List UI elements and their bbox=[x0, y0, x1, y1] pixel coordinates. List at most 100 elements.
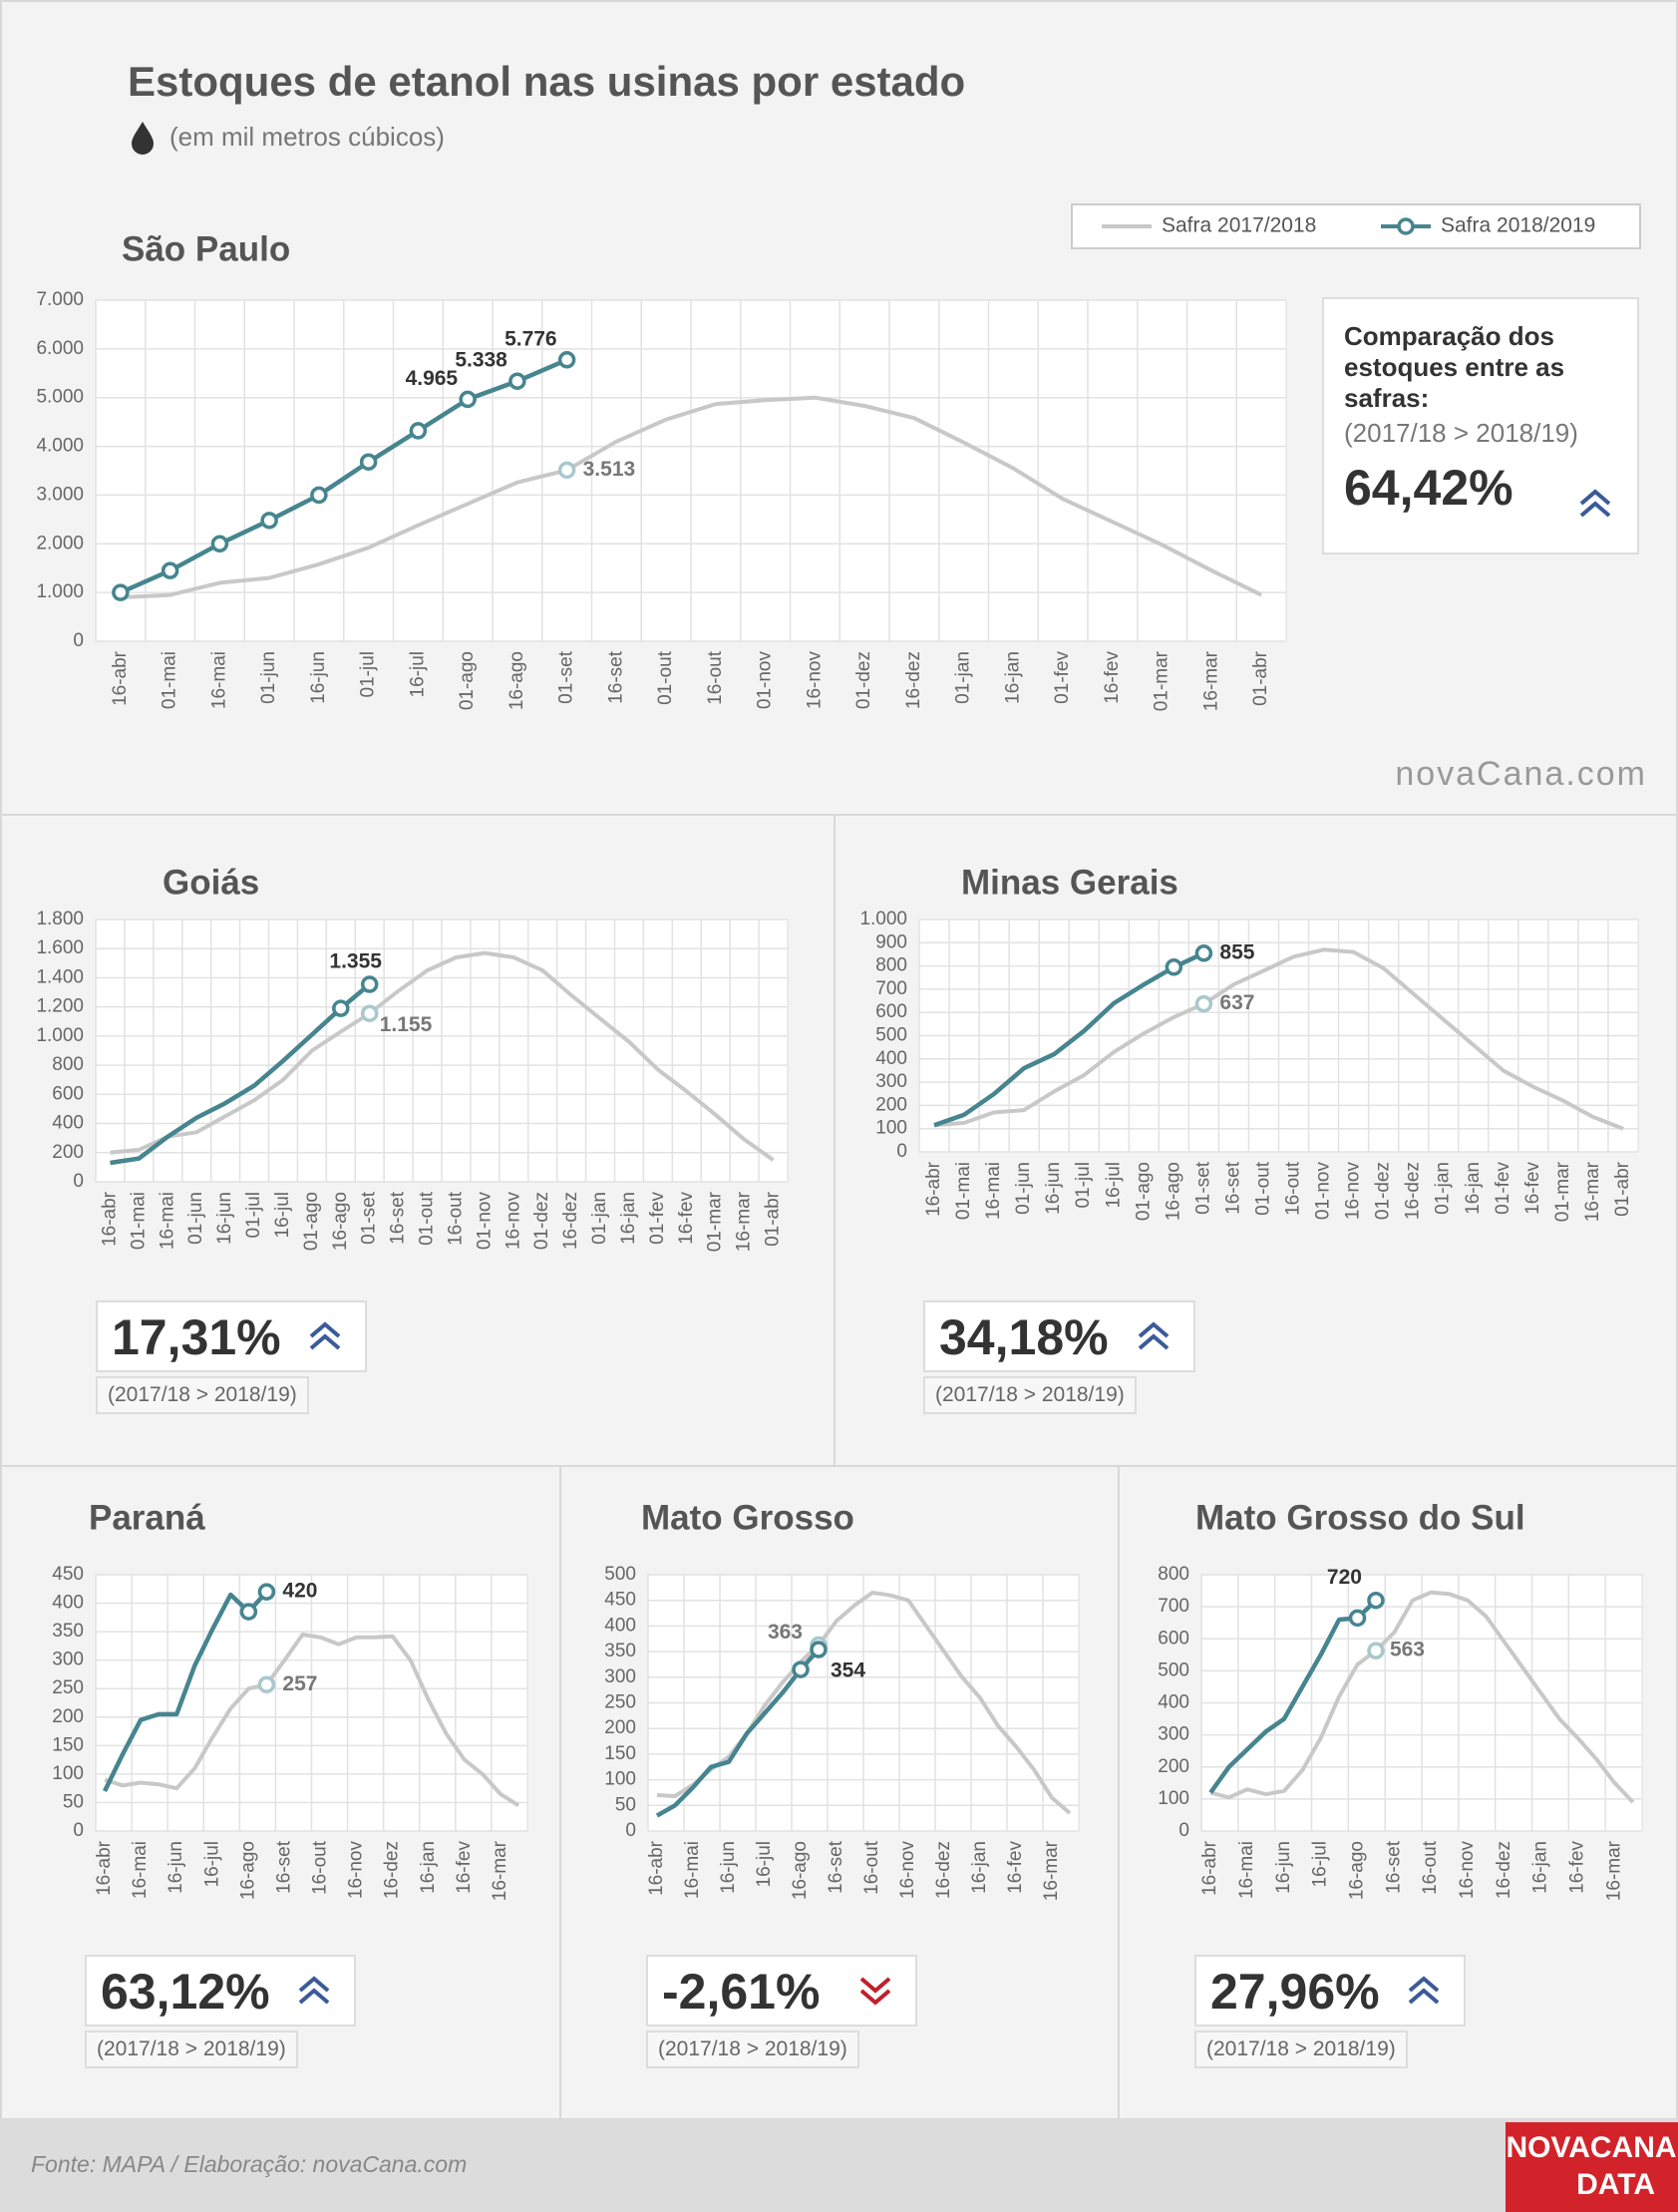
x-tick-label: 16-dez bbox=[560, 1192, 581, 1250]
comparison-box: 27,96% bbox=[1194, 1955, 1466, 2027]
point-marker bbox=[508, 372, 526, 390]
x-tick-label: 16-fev bbox=[1567, 1841, 1588, 1894]
point-marker bbox=[360, 1004, 379, 1022]
point-marker bbox=[459, 390, 477, 409]
x-tick-label: 16-mai bbox=[983, 1162, 1004, 1220]
y-tick-label: 0 bbox=[1178, 1820, 1189, 1841]
point-marker bbox=[210, 535, 229, 553]
chevron bbox=[1408, 1976, 1440, 1993]
x-tick-label: 01-set bbox=[556, 650, 577, 704]
y-tick-label: 1.200 bbox=[36, 996, 84, 1017]
x-tick-label: 16-dez bbox=[382, 1841, 403, 1899]
y-tick-label: 200 bbox=[1158, 1756, 1189, 1777]
x-tick-label: 16-out bbox=[1420, 1840, 1441, 1895]
x-tick-label: 16-fev bbox=[676, 1192, 697, 1245]
comparison-heading: Comparação dos estoques entre as safras: bbox=[1344, 321, 1565, 413]
comparison-note: (2017/18 > 2018/19) bbox=[1194, 2030, 1408, 2068]
y-tick-label: 1.000 bbox=[36, 581, 84, 602]
x-tick-label: 16-ago bbox=[237, 1841, 258, 1900]
data-label: 855 bbox=[1219, 940, 1254, 963]
x-tick-label: 16-nov bbox=[503, 1192, 523, 1251]
data-label: 5.776 bbox=[504, 327, 557, 350]
x-tick-label: 16-out bbox=[310, 1840, 331, 1895]
legend-marker bbox=[1397, 217, 1415, 235]
chevron bbox=[1138, 1333, 1170, 1350]
x-tick-label: 16-jan bbox=[618, 1192, 639, 1245]
x-tick-label: 16-mai bbox=[1236, 1841, 1257, 1899]
x-tick-label: 01-dez bbox=[531, 1192, 552, 1250]
chevron bbox=[1579, 501, 1611, 518]
x-tick-label: 16-out bbox=[445, 1191, 466, 1246]
y-tick-label: 0 bbox=[73, 1171, 84, 1192]
comparison-box: 17,31% bbox=[96, 1300, 367, 1372]
y-tick-label: 450 bbox=[604, 1590, 636, 1611]
point-marker bbox=[112, 583, 130, 601]
point-marker bbox=[257, 1583, 276, 1601]
chart-title: Mato Grosso bbox=[641, 1498, 854, 1537]
x-tick-label: 16-jan bbox=[969, 1841, 990, 1894]
y-tick-label: 450 bbox=[52, 1564, 84, 1585]
x-tick-label: 01-mar bbox=[1152, 650, 1173, 711]
x-tick-label: 16-mar bbox=[1582, 1161, 1603, 1222]
data-label: 720 bbox=[1327, 1566, 1362, 1589]
point-marker bbox=[360, 975, 379, 993]
footer-source: Fonte: MAPA / Elaboração: novaCana.com bbox=[31, 2151, 467, 2177]
y-tick-label: 900 bbox=[875, 931, 907, 952]
comparison-note: (2017/18 > 2018/19) bbox=[96, 1376, 309, 1414]
series-line bbox=[933, 950, 1205, 1128]
y-tick-label: 400 bbox=[1158, 1692, 1189, 1713]
y-tick-label: 700 bbox=[875, 978, 907, 999]
chart-title: Paraná bbox=[89, 1498, 205, 1537]
chevron bbox=[298, 1976, 330, 1993]
x-tick-label: 01-set bbox=[359, 1191, 380, 1245]
y-tick-label: 250 bbox=[604, 1692, 636, 1713]
page-title: Estoques de etanol nas usinas por estado bbox=[128, 58, 965, 105]
drop-icon bbox=[132, 122, 154, 155]
x-tick-label: 16-abr bbox=[1199, 1840, 1220, 1896]
x-tick-label: 01-ago bbox=[301, 1192, 322, 1251]
comparison-box: -2,61% bbox=[646, 1955, 917, 2027]
legend bbox=[1071, 203, 1641, 249]
y-tick-label: 200 bbox=[875, 1094, 907, 1115]
x-tick-label: 16-mai bbox=[130, 1841, 151, 1899]
y-tick-label: 100 bbox=[875, 1118, 907, 1139]
x-tick-label: 01-mai bbox=[128, 1192, 149, 1250]
y-tick-label: 50 bbox=[63, 1791, 84, 1812]
x-tick-label: 16-jul bbox=[754, 1841, 775, 1887]
legend-label: Safra 2018/2019 bbox=[1441, 214, 1595, 237]
x-tick-label: 16-out bbox=[1283, 1161, 1304, 1216]
y-tick-label: 2.000 bbox=[36, 533, 84, 553]
y-tick-label: 4.000 bbox=[36, 436, 84, 457]
y-tick-label: 100 bbox=[604, 1769, 636, 1790]
y-tick-label: 500 bbox=[875, 1025, 907, 1046]
x-tick-label: 01-dez bbox=[853, 651, 874, 709]
y-tick-label: 300 bbox=[875, 1071, 907, 1092]
x-tick-label: 16-mai bbox=[157, 1192, 177, 1250]
x-tick-label: 16-jan bbox=[1463, 1162, 1484, 1215]
logo-text: DATA bbox=[1576, 2168, 1655, 2201]
y-tick-label: 300 bbox=[1158, 1724, 1189, 1745]
x-tick-label: 16-set bbox=[1222, 1161, 1243, 1215]
x-tick-label: 01-fev bbox=[647, 1192, 668, 1245]
logo-text: NOVACANA bbox=[1506, 2131, 1676, 2164]
point-marker bbox=[1194, 994, 1213, 1013]
y-tick-label: 700 bbox=[1158, 1596, 1189, 1617]
point-marker bbox=[1348, 1609, 1367, 1628]
data-label: 354 bbox=[831, 1659, 865, 1682]
data-label: 563 bbox=[1390, 1639, 1425, 1661]
trend-icon bbox=[298, 1976, 330, 2005]
x-tick-label: 16-jun bbox=[1273, 1841, 1294, 1894]
point-marker bbox=[810, 1641, 828, 1659]
y-tick-label: 400 bbox=[52, 1593, 84, 1614]
x-tick-label: 01-mar bbox=[705, 1191, 726, 1252]
point-marker bbox=[359, 453, 378, 471]
point-marker bbox=[257, 1675, 276, 1693]
trend-icon bbox=[1408, 1976, 1440, 2005]
x-tick-label: 16-abr bbox=[923, 1161, 944, 1217]
x-tick-label: 16-nov bbox=[804, 651, 825, 710]
data-label: 257 bbox=[282, 1672, 317, 1695]
x-tick-label: 01-fev bbox=[1493, 1162, 1513, 1215]
x-tick-label: 01-out bbox=[417, 1191, 438, 1246]
data-label: 420 bbox=[282, 1580, 317, 1603]
